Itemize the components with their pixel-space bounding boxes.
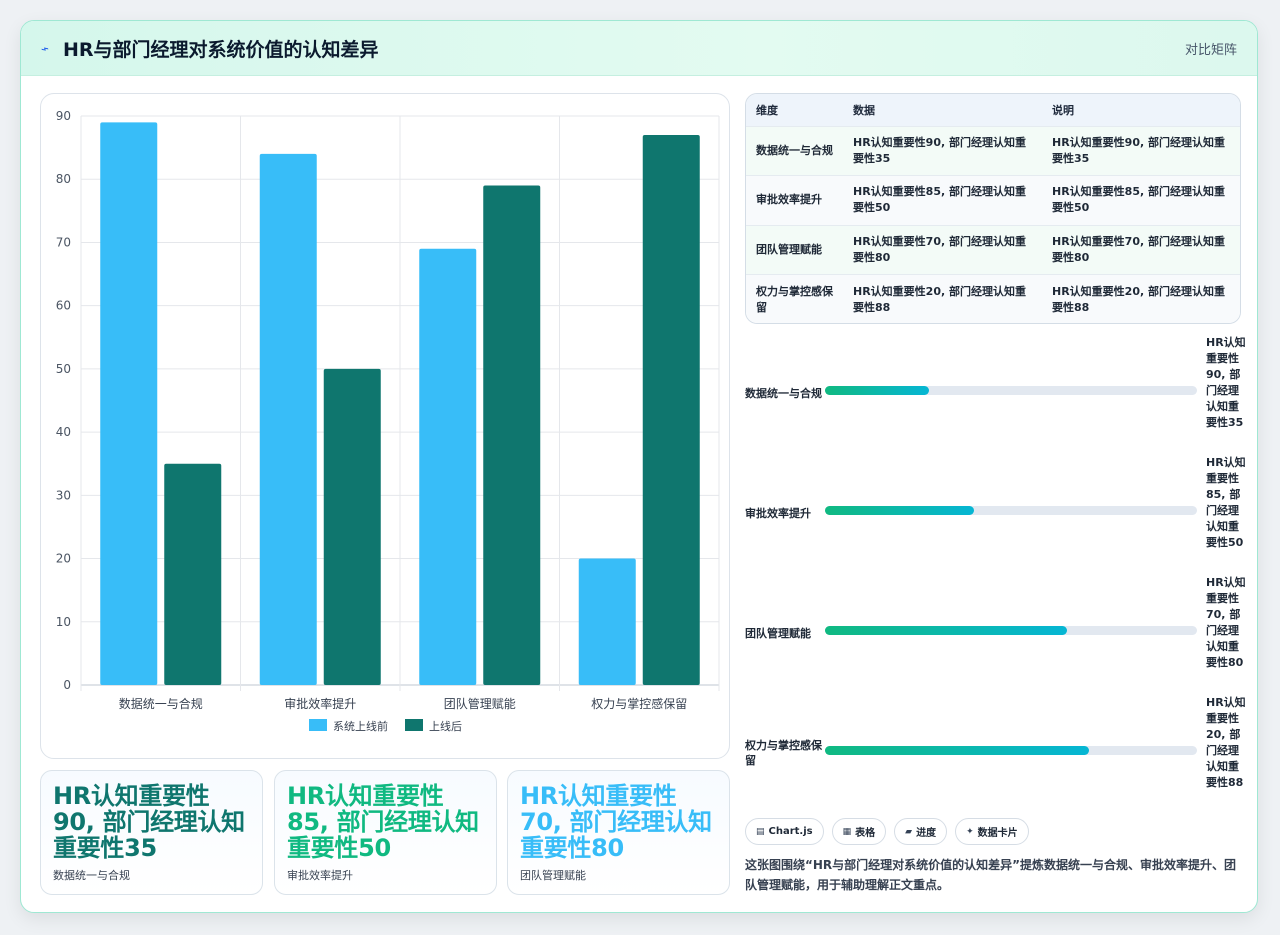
table-cell: 审批效率提升 (756, 193, 822, 207)
tag-label: 进度 (916, 828, 937, 839)
table-icon: ▦ (842, 826, 852, 837)
progress-row: 审批效率提升 HR认知重要性85, 部门经理认知重要性50 (745, 453, 1246, 573)
tag-table[interactable]: ▦ 表格 (831, 818, 887, 845)
x-tick-label: 团队管理赋能 (444, 696, 516, 711)
stat-card-2: HR认知重要性85, 部门经理认知重要性50 审批效率提升 (274, 770, 497, 895)
chart-icon: ▤ (756, 826, 765, 837)
stat-value: HR认知重要性90, 部门经理认知重要性35 (53, 782, 245, 862)
y-tick-label: 20 (56, 552, 71, 566)
bar (100, 122, 158, 686)
chart-description: 这张图围绕“HR与部门经理对系统价值的认知差异”提炼数据统一与合规、审批效率提升… (745, 858, 1237, 892)
progress-track (825, 506, 1197, 515)
x-tick-label: 权力与掌控感保留 (591, 696, 687, 711)
table-header: 数据 (853, 103, 875, 117)
progress-row: 团队管理赋能 HR认知重要性70, 部门经理认知重要性80 (745, 573, 1246, 693)
table-row: 团队管理赋能 HR认知重要性70, 部门经理认知重要性80 HR认知重要性70,… (746, 225, 1240, 275)
table-header-row: 维度 数据 说明 (746, 94, 1240, 126)
table-row: 权力与掌控感保留 HR认知重要性20, 部门经理认知重要性88 HR认知重要性2… (746, 274, 1240, 323)
progress-fill (825, 626, 1067, 635)
main-card: ⌁ HR与部门经理对系统价值的认知差异 对比矩阵 0 10 20 30 40 50 60 70… (20, 20, 1258, 913)
table-header: 维度 (756, 103, 778, 117)
table-cell: HR认知重要性70, 部门经理认知重要性80 (1052, 234, 1225, 264)
tag-chartjs[interactable]: ▤ Chart.js (745, 818, 824, 845)
stat-value: HR认知重要性85, 部门经理认知重要性50 (287, 782, 479, 862)
legend-label: 系统上线前 (333, 719, 388, 733)
progress-fill (825, 386, 930, 395)
bar (259, 153, 317, 685)
bar-chart: 0 10 20 30 40 50 60 70 80 90 数据统一与合规 审批效率提升 团队管理赋能 权力… (56, 109, 720, 733)
progress-label: 审批效率提升 (745, 506, 811, 520)
tag-label: 数据卡片 (977, 828, 1018, 839)
card-header: ⌁ HR与部门经理对系统价值的认知差异 对比矩阵 (21, 21, 1257, 76)
tag-data-card[interactable]: ✦ 数据卡片 (955, 818, 1029, 845)
progress-track (825, 386, 1197, 395)
legend-swatch (309, 719, 327, 731)
y-tick-label: 30 (56, 488, 71, 502)
y-tick-label: 0 (63, 678, 71, 692)
legend-swatch (405, 719, 423, 731)
bar (323, 368, 381, 685)
stat-label: 数据统一与合规 (53, 869, 130, 882)
x-tick-label: 审批效率提升 (284, 696, 356, 711)
tag-label: 表格 (855, 828, 876, 839)
progress-value: HR认知重要性20, 部门经理认知重要性88 (1206, 696, 1246, 789)
progress-label: 团队管理赋能 (745, 626, 811, 640)
stat-label: 团队管理赋能 (520, 869, 586, 882)
bar (164, 463, 222, 685)
progress-value: HR认知重要性85, 部门经理认知重要性50 (1206, 456, 1246, 549)
tag-list: ▤ Chart.js ▦ 表格 ▰ 进度 ✦ 数据卡片 (745, 818, 1029, 845)
y-tick-label: 40 (56, 425, 71, 439)
progress-track (825, 746, 1197, 755)
table-cell: 团队管理赋能 (756, 242, 822, 256)
legend-label: 上线后 (429, 719, 462, 733)
table-row: 数据统一与合规 HR认知重要性90, 部门经理认知重要性35 HR认知重要性90… (746, 126, 1240, 176)
table-cell: HR认知重要性20, 部门经理认知重要性88 (1052, 284, 1225, 314)
progress-row: 数据统一与合规 HR认知重要性90, 部门经理认知重要性35 (745, 333, 1246, 453)
table-cell: HR认知重要性70, 部门经理认知重要性80 (853, 234, 1026, 264)
y-tick-label: 60 (56, 299, 71, 313)
y-tick-label: 80 (56, 172, 71, 186)
page-title: HR与部门经理对系统价值的认知差异 (63, 38, 379, 61)
stat-label: 审批效率提升 (287, 869, 353, 882)
progress-track (825, 626, 1197, 635)
table-header: 说明 (1052, 103, 1074, 117)
table-cell: 数据统一与合规 (756, 143, 833, 157)
bar (419, 248, 477, 685)
table-row: 审批效率提升 HR认知重要性85, 部门经理认知重要性50 HR认知重要性85,… (746, 175, 1240, 225)
progress-label: 权力与掌控感保留 (745, 739, 822, 767)
y-tick-label: 70 (56, 235, 71, 249)
table-cell: HR认知重要性90, 部门经理认知重要性35 (853, 135, 1026, 165)
progress-row: 权力与掌控感保留 HR认知重要性20, 部门经理认知重要性88 (745, 693, 1246, 813)
progress-icon: ▰ (905, 826, 913, 837)
table-cell: HR认知重要性85, 部门经理认知重要性50 (1052, 185, 1225, 215)
table-cell: HR认知重要性90, 部门经理认知重要性35 (1052, 135, 1225, 165)
tag-progress[interactable]: ▰ 进度 (894, 818, 948, 845)
progress-fill (825, 746, 1090, 755)
y-tick-label: 50 (56, 362, 71, 376)
progress-label: 数据统一与合规 (745, 386, 822, 400)
comparison-table: 维度 数据 说明 数据统一与合规 HR认知重要性90, 部门经理认知重要性35 … (745, 93, 1241, 324)
matrix-badge: 对比矩阵 (1184, 42, 1237, 58)
y-tick-label: 90 (56, 109, 71, 123)
bar (578, 558, 636, 685)
sparkle-icon: ✦ (966, 826, 974, 837)
bar (642, 134, 700, 685)
lightning-icon: ⌁ (38, 40, 52, 58)
tag-label: Chart.js (768, 826, 813, 837)
bar-chart-panel: 0 10 20 30 40 50 60 70 80 90 数据统一与合规 审批效率提升 团队管理赋能 权力… (40, 93, 730, 759)
progress-value: HR认知重要性70, 部门经理认知重要性80 (1206, 576, 1246, 669)
progress-value: HR认知重要性90, 部门经理认知重要性35 (1206, 336, 1246, 429)
x-tick-label: 数据统一与合规 (119, 696, 203, 711)
table-cell: HR认知重要性85, 部门经理认知重要性50 (853, 185, 1026, 215)
stat-value: HR认知重要性70, 部门经理认知重要性80 (520, 782, 712, 862)
table-cell: 权力与掌控感保留 (756, 284, 833, 314)
bar (483, 185, 541, 685)
stat-card-3: HR认知重要性70, 部门经理认知重要性80 团队管理赋能 (507, 770, 730, 895)
y-tick-label: 10 (56, 615, 71, 629)
progress-fill (825, 506, 974, 515)
table-cell: HR认知重要性20, 部门经理认知重要性88 (853, 284, 1026, 314)
stat-card-1: HR认知重要性90, 部门经理认知重要性35 数据统一与合规 (40, 770, 263, 895)
